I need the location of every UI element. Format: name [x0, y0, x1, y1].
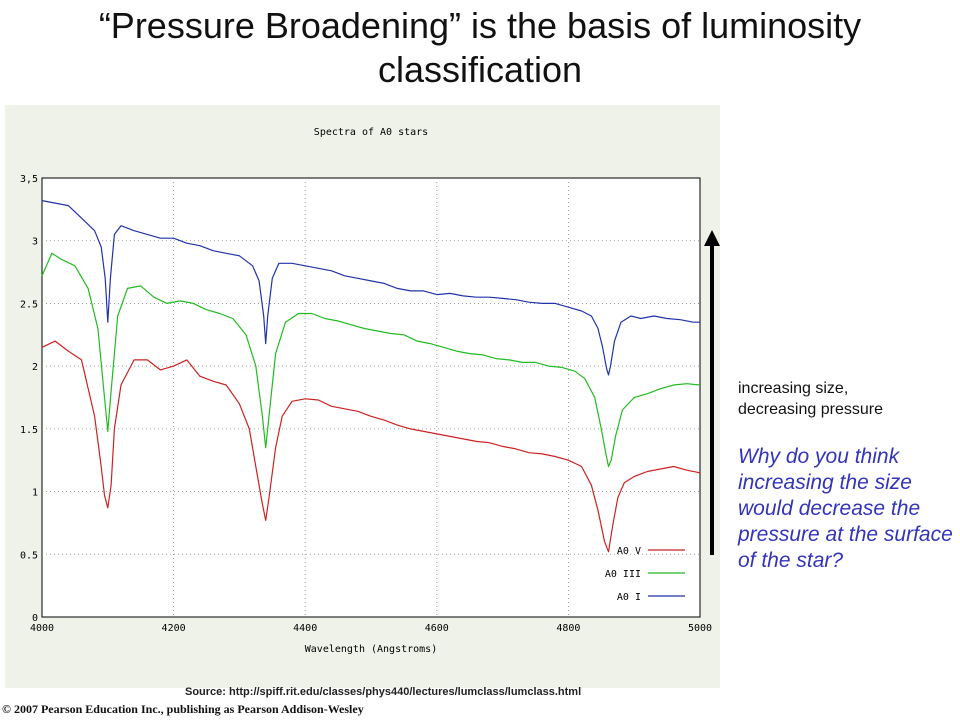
y-tick-label: 1.5: [20, 425, 38, 436]
arrow-caption: increasing size, decreasing pressure: [738, 378, 883, 420]
y-tick-label: 2: [32, 362, 38, 373]
legend-label: A0 III: [605, 569, 641, 580]
x-tick-label: 4600: [425, 623, 449, 634]
series-line-a0-v: [41, 340, 701, 553]
y-tick-label: 2.5: [20, 299, 38, 310]
y-tick-label: 3: [32, 237, 38, 248]
x-tick-label: 4800: [556, 623, 580, 634]
y-tick-label: 0: [32, 613, 38, 624]
series-line-a0-i: [41, 200, 700, 376]
slide-title: “Pressure Broadening” is the basis of lu…: [98, 5, 862, 90]
spectra-chart: 4000 4200 4400 4600 4800 5000 0 0.5 1 1.5 2 2.5 3 3,5…: [20, 127, 712, 655]
chart-title: Spectra of A0 stars: [314, 127, 428, 138]
legend-label: A0 V: [617, 546, 641, 557]
y-tick-label: 1: [32, 488, 38, 499]
chart-panel: 4000 4200 4400 4600 4800 5000 0 0.5 1 1.5 2 2.5 3 3,5…: [5, 105, 720, 688]
caption-line-1: increasing size,: [738, 380, 849, 397]
y-tick-label: 0.5: [20, 550, 38, 561]
series-line-a0-iii: [41, 252, 701, 468]
plot-area: [41, 177, 701, 618]
source-citation: Source: http://spiff.rit.edu/classes/phy…: [185, 686, 582, 698]
caption-line-2: decreasing pressure: [738, 401, 883, 418]
up-arrow-icon: [704, 230, 720, 555]
x-tick-label: 4200: [162, 623, 186, 634]
x-tick-label: 4400: [293, 623, 317, 634]
y-tick-label: 3,5: [20, 174, 38, 185]
discussion-question: Why do you think increasing the size wou…: [738, 445, 953, 572]
x-axis-label: Wavelength (Angstroms): [305, 644, 437, 655]
legend-label: A0 I: [617, 592, 641, 603]
x-tick-label: 5000: [688, 623, 712, 634]
x-tick-label: 4000: [30, 623, 54, 634]
copyright-notice: © 2007 Pearson Education Inc., publishin…: [2, 702, 364, 716]
